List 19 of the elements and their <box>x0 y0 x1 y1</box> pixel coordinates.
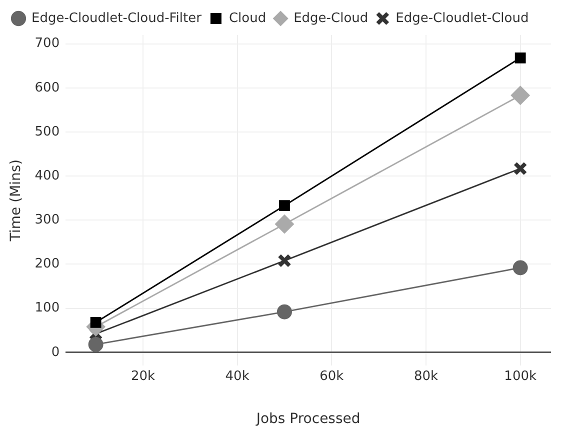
legend-label: Cloud <box>228 10 266 26</box>
y-axis-title: Time (Mins) <box>8 159 24 242</box>
x-tick-label: 40k <box>225 368 250 384</box>
legend-label: Edge-Cloud <box>294 10 368 26</box>
y-tick-label: 600 <box>34 80 60 96</box>
x-axis-title: Jobs Processed <box>255 411 360 428</box>
x-tick-label: 20k <box>130 368 156 384</box>
y-tick-label: 0 <box>51 344 60 360</box>
legend-label: Edge-Cloudlet-Cloud-Filter <box>32 10 202 26</box>
x-tick-label: 60k <box>320 368 344 384</box>
y-tick-label: 500 <box>34 124 60 140</box>
y-tick-label: 400 <box>34 168 60 184</box>
y-tick-label: 100 <box>34 300 60 316</box>
y-tick-label: 700 <box>34 36 60 52</box>
y-tick-label: 200 <box>34 256 60 272</box>
x-tick-label: 100k <box>504 368 537 384</box>
legend-label: Edge-Cloudlet-Cloud <box>396 10 529 26</box>
y-tick-label: 300 <box>34 212 60 228</box>
x-tick-label: 80k <box>414 368 438 384</box>
